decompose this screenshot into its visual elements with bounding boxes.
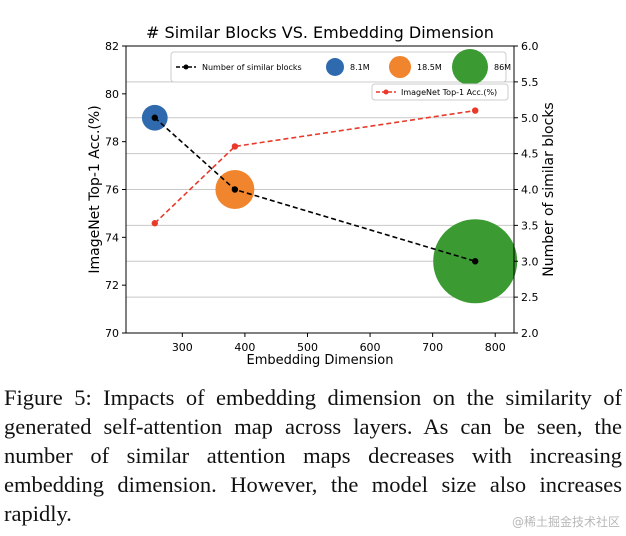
y-left-tick-label: 70: [105, 327, 119, 340]
legend-label-blocks: Number of similar blocks: [202, 63, 302, 72]
legend-label-86M: 86M: [494, 63, 511, 72]
y-left-tick-label: 82: [105, 40, 119, 53]
legend-label-18.5M: 18.5M: [417, 63, 442, 72]
x-tick-label: 600: [360, 341, 381, 354]
legend-marker-blocks: [183, 64, 189, 70]
y-left-tick-label: 80: [105, 88, 119, 101]
chart-title: # Similar Blocks VS. Embedding Dimension: [146, 23, 494, 42]
y-right-tick-label: 5.0: [521, 112, 539, 125]
y-left-tick-label: 76: [105, 184, 119, 197]
x-tick-label: 500: [297, 341, 318, 354]
series-line-1: [154, 109, 476, 224]
y-left-axis-label: ImageNet Top-1 Acc.(%): [87, 105, 103, 273]
x-tick-label: 800: [485, 341, 506, 354]
legend-label-8.1M: 8.1M: [350, 63, 370, 72]
watermark: @稀土掘金技术社区: [511, 515, 620, 529]
y-right-axis-label: Number of similar blocks: [541, 102, 557, 276]
x-axis-label: Embedding Dimension: [247, 353, 394, 368]
series-point-0: [151, 114, 158, 121]
x-tick-label: 700: [422, 341, 443, 354]
y-right-tick-label: 5.5: [521, 76, 539, 89]
y-right-tick-label: 3.5: [521, 219, 539, 232]
y-left-tick-label: 74: [105, 231, 119, 244]
legend-bubble-86M: [452, 49, 488, 85]
legend-box-acc: [371, 83, 509, 101]
x-tick-label: 400: [234, 341, 255, 354]
series-point-1: [472, 107, 479, 114]
legend-bubble-8.1M: [326, 58, 344, 76]
legend-label-acc: ImageNet Top-1 Acc.(%): [401, 88, 497, 97]
y-right-tick-label: 2.5: [521, 291, 539, 304]
y-right-tick-label: 3.0: [521, 255, 539, 268]
legend-bubble-18.5M: [388, 55, 412, 79]
x-tick-label: 300: [172, 341, 193, 354]
series-point-0: [231, 186, 239, 193]
series-point-1: [231, 143, 239, 150]
y-right-tick-label: 4.5: [521, 148, 539, 161]
y-right-tick-label: 2.0: [521, 327, 539, 340]
legend-marker-acc: [383, 89, 389, 95]
y-left-tick-label: 78: [105, 136, 119, 149]
series-point-0: [472, 258, 479, 265]
chart: 300 400 500 600 700 800 70 72 74 76 78 80 82 2.0 2.5 3.…: [87, 23, 557, 368]
figure-caption: Figure 5: Impacts of embedding dimension…: [4, 385, 622, 526]
y-right-tick-label: 6.0: [521, 40, 539, 53]
series-point-1: [151, 220, 158, 227]
y-left-tick-label: 72: [105, 279, 119, 292]
y-right-tick-label: 4.0: [521, 184, 539, 197]
